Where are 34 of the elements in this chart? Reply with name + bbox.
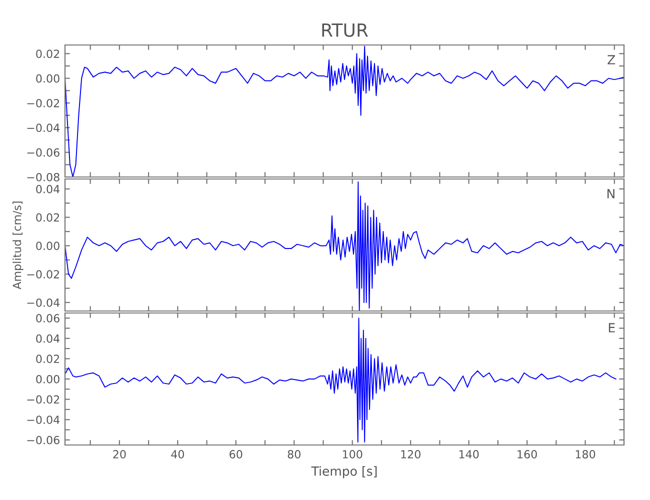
y-tick-label: 0.04 [36, 334, 60, 343]
x-tick-label: 120 [401, 450, 420, 458]
annotation: E [608, 323, 615, 332]
line-series [65, 318, 616, 442]
x-tick-label: 140 [459, 450, 479, 458]
x-tick-label: 180 [576, 450, 596, 458]
y-tick-label: −0.04 [27, 416, 60, 424]
y-tick-label: 0.00 [36, 74, 60, 83]
y-tick-label: 0.06 [36, 314, 60, 322]
x-tick-label: 80 [288, 450, 300, 458]
y-tick-label: 0.02 [36, 354, 60, 364]
y-tick-label: −0.06 [27, 436, 60, 444]
x-axis-title: Tiempo [s] [311, 466, 377, 478]
y-tick-label: −0.06 [27, 148, 60, 157]
y-tick-label: −0.08 [27, 172, 60, 182]
x-tick-label: 60 [230, 450, 242, 458]
y-tick-label: −0.02 [27, 98, 60, 108]
y-tick-label: −0.02 [27, 270, 60, 278]
y-tick-label: −0.04 [27, 124, 60, 132]
y-axis-title: Amplitud [cm/s] [12, 202, 24, 290]
y-tick-label: 0.00 [36, 242, 60, 250]
x-tick-label: 100 [342, 450, 362, 458]
y-tick-label: −0.04 [27, 298, 60, 307]
y-tick-label: 0.00 [36, 374, 60, 384]
x-tick-label: 160 [518, 450, 537, 458]
y-tick-label: 0.04 [36, 184, 60, 194]
y-tick-label: 0.02 [36, 213, 60, 222]
x-tick-label: 20 [113, 450, 126, 458]
annotation: Z [608, 55, 616, 64]
y-tick-label: −0.02 [27, 395, 60, 404]
annotation: N [607, 189, 614, 198]
chart-title: RTUR [322, 24, 368, 37]
x-tick-label: 40 [171, 450, 184, 458]
y-tick-label: 0.02 [36, 50, 60, 58]
